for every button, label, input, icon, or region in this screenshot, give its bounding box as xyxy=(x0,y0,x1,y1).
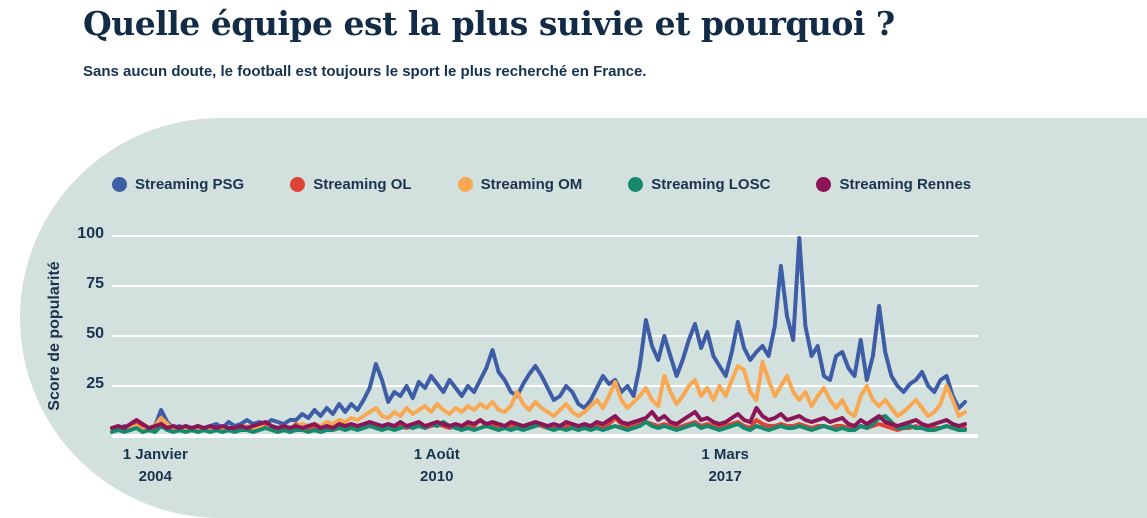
x-tick-label: 1 Janvier 2004 xyxy=(123,444,188,488)
chart-legend: Streaming PSG Streaming OL Streaming OM Str… xyxy=(112,176,971,193)
legend-dot-icon xyxy=(290,177,306,192)
legend-item-streaming-losc: Streaming LOSC xyxy=(628,176,770,193)
page-subtitle: Sans aucun doute, le football est toujou… xyxy=(83,63,647,80)
x-tick-year: 2010 xyxy=(420,468,454,485)
page-title: Quelle équipe est la plus suivie et pour… xyxy=(83,4,895,43)
legend-item-streaming-rennes: Streaming Rennes xyxy=(816,176,971,193)
header: Quelle équipe est la plus suivie et pour… xyxy=(83,4,895,80)
y-tick-label-50: 50 xyxy=(86,325,104,342)
x-tick-date: 1 Mars xyxy=(701,446,749,463)
x-axis-line xyxy=(112,434,978,438)
legend-dot-icon xyxy=(628,177,644,192)
legend-label: Streaming OM xyxy=(480,176,583,193)
legend-label: Streaming OL xyxy=(313,176,412,193)
legend-dot-icon xyxy=(112,177,127,192)
gridline-100 xyxy=(112,235,978,237)
legend-item-streaming-psg: Streaming PSG xyxy=(112,176,244,193)
legend-label: Streaming Rennes xyxy=(839,176,972,193)
gridline-50 xyxy=(112,335,978,337)
legend-label: Streaming LOSC xyxy=(651,176,771,193)
legend-item-streaming-ol: Streaming OL xyxy=(290,176,412,193)
gridline-75 xyxy=(112,285,978,287)
x-tick-date: 1 Août xyxy=(413,446,460,463)
legend-item-streaming-om: Streaming OM xyxy=(457,176,583,193)
legend-dot-icon xyxy=(457,177,473,192)
legend-label: Streaming PSG xyxy=(135,176,245,193)
chart-panel xyxy=(20,118,1147,518)
legend-dot-icon xyxy=(816,177,832,192)
x-tick-label: 1 Mars 2017 xyxy=(701,444,749,488)
x-tick-label: 1 Août 2010 xyxy=(414,444,460,488)
x-tick-year: 2004 xyxy=(138,468,172,485)
y-tick-label-75: 75 xyxy=(86,275,104,292)
series-line-streaming-rennes xyxy=(110,406,967,430)
y-tick-label-25: 25 xyxy=(86,375,104,392)
y-tick-label-100: 100 xyxy=(77,225,104,242)
x-tick-year: 2017 xyxy=(708,468,742,485)
series-line-streaming-psg xyxy=(110,236,967,432)
line-chart xyxy=(110,236,967,434)
x-tick-date: 1 Janvier xyxy=(122,446,188,463)
